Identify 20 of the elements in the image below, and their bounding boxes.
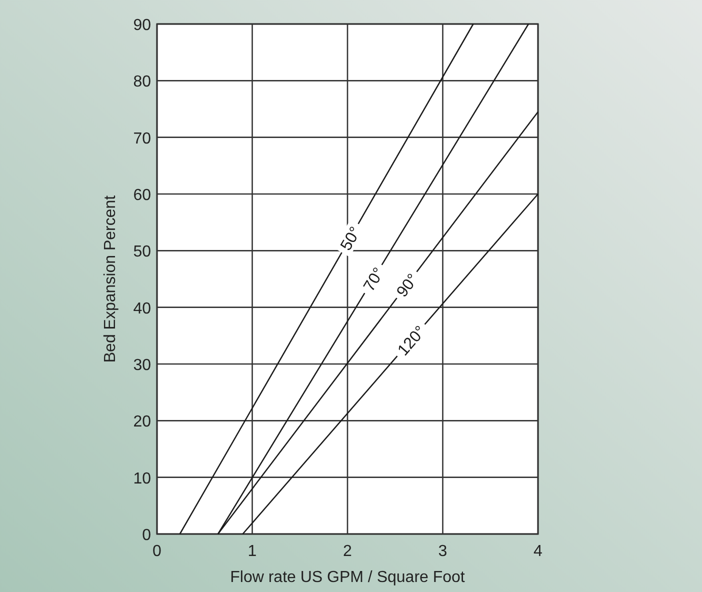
y-tick-label: 60: [133, 187, 152, 204]
y-tick-label: 0: [142, 527, 152, 544]
x-tick-label: 0: [152, 543, 162, 560]
y-tick-label: 40: [133, 300, 152, 318]
text: 50°: [338, 224, 365, 254]
y-tick-label: 70: [133, 130, 152, 148]
y-tick-label: 20: [133, 414, 152, 431]
x-tick-label: 1: [248, 543, 257, 560]
x-tick-label: 4: [534, 543, 543, 560]
y-tick-label: 50: [133, 244, 152, 261]
text: 90°: [394, 271, 422, 301]
y-axis-title: Bed Expansion Percent: [102, 194, 119, 363]
x-axis-title: Flow rate US GPM / Square Foot: [230, 569, 466, 586]
text: 70°: [360, 265, 388, 295]
y-tick-label: 80: [133, 74, 152, 91]
x-tick-label: 2: [343, 543, 352, 560]
y-tick-label: 30: [133, 357, 152, 374]
y-tick-label: 10: [133, 470, 152, 488]
x-tick-label: 3: [438, 543, 448, 560]
y-tick-label: 90: [133, 17, 152, 34]
